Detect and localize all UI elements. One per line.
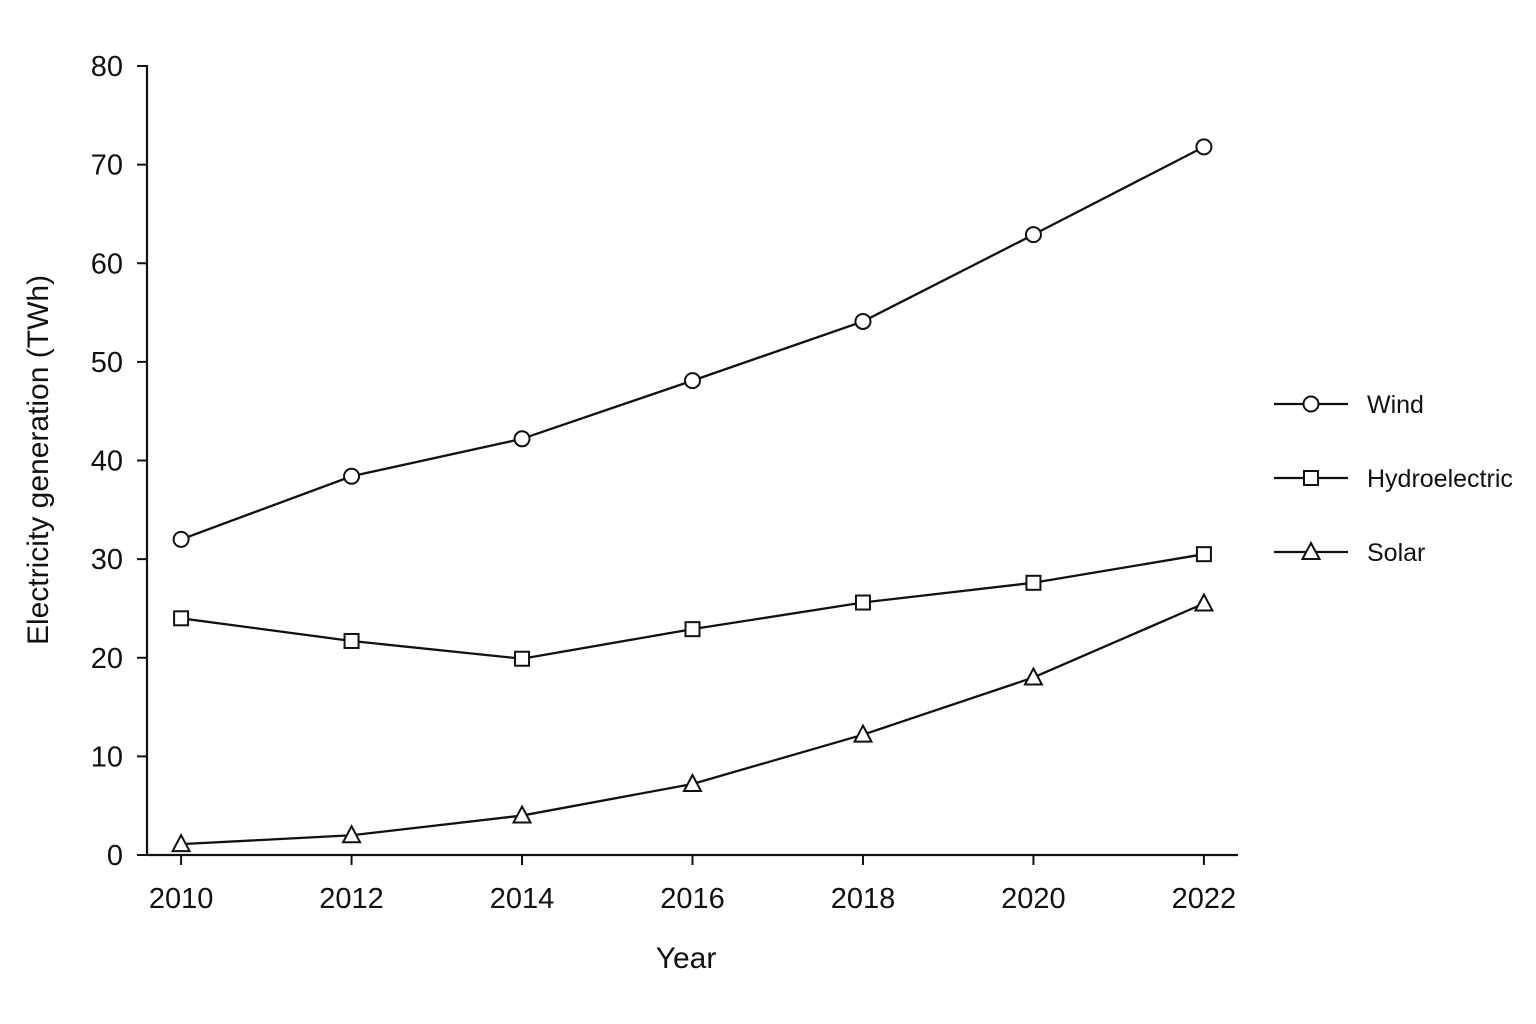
y-tick-label: 70	[91, 150, 123, 182]
legend-marker-hydroelectric	[1303, 470, 1319, 486]
x-tick-label: 2022	[1172, 883, 1237, 915]
series-solar	[170, 592, 1215, 853]
y-tick-label: 30	[91, 544, 123, 576]
data-point-hydroelectric	[684, 621, 701, 638]
data-point-wind	[1195, 138, 1213, 156]
y-tick-label: 20	[91, 643, 123, 675]
data-point-hydroelectric	[1025, 574, 1042, 591]
series-line-hydroelectric	[180, 553, 1205, 660]
series-wind	[172, 138, 1213, 548]
x-tick-label: 2010	[149, 883, 214, 915]
data-point-solar	[511, 804, 533, 824]
legend-marker-solar	[1300, 540, 1322, 560]
data-point-hydroelectric	[343, 632, 360, 649]
legend-label-solar: Solar	[1367, 539, 1425, 567]
data-point-wind	[854, 312, 872, 330]
x-tick-label: 2012	[319, 883, 384, 915]
chart-legend: Wind Hydroelectric Solar	[1274, 391, 1513, 567]
series-hydroelectric	[173, 546, 1212, 667]
data-point-wind	[513, 430, 531, 448]
series-layer	[170, 138, 1215, 853]
data-point-wind	[1024, 226, 1042, 244]
y-tick-label: 60	[91, 248, 123, 280]
x-axis-title: Year	[656, 942, 717, 975]
legend-item-solar: Solar	[1274, 539, 1425, 567]
data-point-solar	[1193, 592, 1215, 612]
data-point-hydroelectric	[173, 610, 190, 627]
x-tick-label: 2016	[660, 883, 725, 915]
y-tick-label: 50	[91, 347, 123, 379]
data-point-solar	[341, 824, 362, 844]
data-point-hydroelectric	[514, 650, 531, 667]
data-point-solar	[170, 833, 192, 853]
legend-label-wind: Wind	[1367, 391, 1424, 419]
x-tick-label: 2018	[831, 883, 896, 915]
data-point-hydroelectric	[1195, 546, 1212, 563]
y-tick-label: 40	[91, 446, 123, 478]
data-point-wind	[343, 467, 361, 485]
x-tick-label: 2020	[1001, 883, 1066, 915]
legend-item-wind: Wind	[1274, 391, 1424, 419]
y-tick-label: 80	[91, 51, 123, 83]
y-tick-label: 10	[91, 741, 123, 773]
y-axis-title: Electricity generation (TWh)	[22, 275, 55, 645]
data-point-solar	[1023, 666, 1044, 686]
chart-axes: 0 10 20 30 40 50 60 70 80 2010 2012 2014 2016 2018 202…	[91, 51, 1238, 915]
legend-marker-wind	[1302, 395, 1320, 413]
data-point-wind	[684, 372, 701, 390]
data-point-hydroelectric	[854, 594, 871, 611]
legend-label-hydroelectric: Hydroelectric	[1367, 465, 1513, 493]
y-tick-label: 0	[107, 840, 123, 872]
data-point-solar	[852, 723, 874, 743]
x-tick-label: 2014	[490, 883, 555, 915]
legend-item-hydroelectric: Hydroelectric	[1274, 465, 1513, 493]
series-line-wind	[180, 145, 1205, 541]
data-point-solar	[682, 772, 703, 792]
data-point-wind	[172, 530, 190, 548]
